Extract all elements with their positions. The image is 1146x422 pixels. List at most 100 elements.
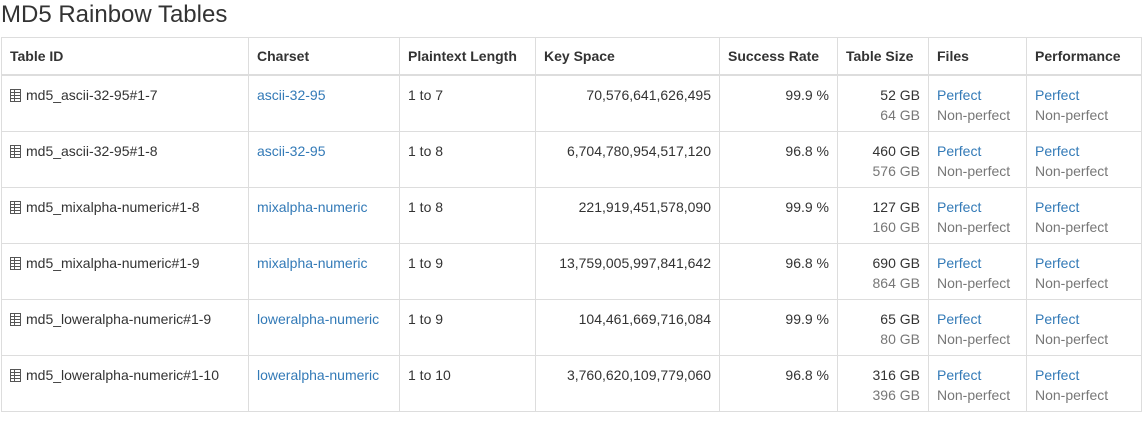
header-performance: Performance bbox=[1026, 37, 1142, 76]
key-space: 3,760,620,109,779,060 bbox=[535, 354, 720, 412]
page-title: MD5 Rainbow Tables bbox=[1, 1, 228, 28]
files-cell: Perfect Non-perfect bbox=[928, 242, 1027, 300]
key-space: 70,576,641,626,495 bbox=[535, 74, 720, 132]
size-nonperfect: 80 GB bbox=[880, 330, 920, 347]
charset-link[interactable]: loweralpha-numeric bbox=[257, 366, 380, 383]
table-row: md5_ascii-32-95#1-8 ascii-32-95 1 to 8 6… bbox=[1, 130, 1142, 188]
table-row: md5_loweralpha-numeric#1-10 loweralpha-n… bbox=[1, 354, 1142, 412]
files-perfect-link[interactable]: Perfect bbox=[937, 87, 982, 103]
files-perfect-link[interactable]: Perfect bbox=[937, 198, 982, 215]
files-perfect-link[interactable]: Perfect bbox=[937, 310, 982, 327]
files-cell: Perfect Non-perfect bbox=[928, 130, 1027, 188]
rainbow-tables-table: Table ID Charset Plaintext Length Key Sp… bbox=[1, 37, 1142, 412]
performance-cell: Perfect Non-perfect bbox=[1026, 242, 1142, 300]
size-perfect: 65 GB bbox=[880, 310, 920, 327]
database-table-icon bbox=[10, 89, 21, 102]
performance-nonperfect: Non-perfect bbox=[1035, 386, 1109, 403]
performance-perfect-link[interactable]: Perfect bbox=[1035, 366, 1080, 383]
files-perfect-link[interactable]: Perfect bbox=[937, 254, 982, 271]
success-rate: 99.9 % bbox=[719, 74, 838, 132]
performance-nonperfect: Non-perfect bbox=[1035, 330, 1109, 347]
size-nonperfect: 864 GB bbox=[872, 274, 920, 291]
performance-perfect-link[interactable]: Perfect bbox=[1035, 310, 1080, 327]
files-cell: Perfect Non-perfect bbox=[928, 354, 1027, 412]
size-nonperfect: 576 GB bbox=[872, 162, 920, 179]
table-id: md5_loweralpha-numeric#1-9 bbox=[26, 310, 212, 327]
header-key-space: Key Space bbox=[535, 37, 720, 76]
table-size-cell: 65 GB 80 GB bbox=[837, 298, 929, 356]
plaintext-length: 1 to 8 bbox=[399, 186, 536, 244]
success-rate: 99.9 % bbox=[719, 186, 838, 244]
success-rate: 96.8 % bbox=[719, 130, 838, 188]
table-size-cell: 460 GB 576 GB bbox=[837, 130, 929, 188]
success-rate: 96.8 % bbox=[719, 242, 838, 300]
table-id: md5_ascii-32-95#1-8 bbox=[26, 142, 158, 159]
table-row: md5_ascii-32-95#1-7 ascii-32-95 1 to 7 7… bbox=[1, 74, 1142, 132]
plaintext-length: 1 to 10 bbox=[399, 354, 536, 412]
performance-nonperfect: Non-perfect bbox=[1035, 162, 1109, 179]
size-nonperfect: 396 GB bbox=[872, 386, 920, 403]
table-size-cell: 52 GB 64 GB bbox=[837, 74, 929, 132]
table-id-cell: md5_mixalpha-numeric#1-9 bbox=[1, 242, 249, 300]
size-perfect: 127 GB bbox=[872, 198, 920, 215]
size-perfect: 460 GB bbox=[872, 142, 920, 159]
plaintext-length: 1 to 7 bbox=[399, 74, 536, 132]
header-success-rate: Success Rate bbox=[719, 37, 838, 76]
header-charset: Charset bbox=[248, 37, 400, 76]
files-cell: Perfect Non-perfect bbox=[928, 74, 1027, 132]
success-rate: 96.8 % bbox=[719, 354, 838, 412]
performance-perfect-link[interactable]: Perfect bbox=[1035, 142, 1080, 159]
charset-link[interactable]: ascii-32-95 bbox=[257, 87, 326, 103]
size-perfect: 690 GB bbox=[872, 254, 920, 271]
header-table-id: Table ID bbox=[1, 37, 249, 76]
files-nonperfect: Non-perfect bbox=[937, 218, 1011, 235]
success-rate: 99.9 % bbox=[719, 298, 838, 356]
size-perfect: 316 GB bbox=[872, 366, 920, 383]
charset-link[interactable]: ascii-32-95 bbox=[257, 142, 326, 159]
files-nonperfect: Non-perfect bbox=[937, 386, 1011, 403]
performance-perfect-link[interactable]: Perfect bbox=[1035, 198, 1080, 215]
charset-link[interactable]: loweralpha-numeric bbox=[257, 310, 380, 327]
files-nonperfect: Non-perfect bbox=[937, 162, 1011, 179]
database-table-icon bbox=[10, 256, 21, 270]
charset-link[interactable]: mixalpha-numeric bbox=[257, 254, 368, 271]
table-id-cell: md5_loweralpha-numeric#1-9 bbox=[1, 298, 249, 356]
table-id: md5_ascii-32-95#1-7 bbox=[26, 87, 158, 103]
table-size-cell: 316 GB 396 GB bbox=[837, 354, 929, 412]
performance-cell: Perfect Non-perfect bbox=[1026, 354, 1142, 412]
table-id-cell: md5_ascii-32-95#1-7 bbox=[1, 74, 249, 132]
charset-link[interactable]: mixalpha-numeric bbox=[257, 198, 368, 215]
table-id: md5_mixalpha-numeric#1-8 bbox=[26, 198, 200, 215]
key-space: 221,919,451,578,090 bbox=[535, 186, 720, 244]
size-nonperfect: 160 GB bbox=[872, 218, 920, 235]
performance-nonperfect: Non-perfect bbox=[1035, 107, 1109, 123]
header-files: Files bbox=[928, 37, 1027, 76]
table-header-row: Table ID Charset Plaintext Length Key Sp… bbox=[1, 37, 1142, 76]
performance-perfect-link[interactable]: Perfect bbox=[1035, 254, 1080, 271]
key-space: 6,704,780,954,517,120 bbox=[535, 130, 720, 188]
files-perfect-link[interactable]: Perfect bbox=[937, 142, 982, 159]
table-row: md5_mixalpha-numeric#1-8 mixalpha-numeri… bbox=[1, 186, 1142, 244]
database-table-icon bbox=[10, 200, 21, 214]
table-row: md5_mixalpha-numeric#1-9 mixalpha-numeri… bbox=[1, 242, 1142, 300]
performance-nonperfect: Non-perfect bbox=[1035, 274, 1109, 291]
files-nonperfect: Non-perfect bbox=[937, 274, 1011, 291]
plaintext-length: 1 to 9 bbox=[399, 298, 536, 356]
performance-perfect-link[interactable]: Perfect bbox=[1035, 87, 1080, 103]
files-perfect-link[interactable]: Perfect bbox=[937, 366, 982, 383]
database-table-icon bbox=[10, 312, 21, 326]
table-size-cell: 127 GB 160 GB bbox=[837, 186, 929, 244]
performance-cell: Perfect Non-perfect bbox=[1026, 74, 1142, 132]
files-cell: Perfect Non-perfect bbox=[928, 186, 1027, 244]
table-id-cell: md5_loweralpha-numeric#1-10 bbox=[1, 354, 249, 412]
table-id-cell: md5_ascii-32-95#1-8 bbox=[1, 130, 249, 188]
key-space: 104,461,669,716,084 bbox=[535, 298, 720, 356]
table-row: md5_loweralpha-numeric#1-9 loweralpha-nu… bbox=[1, 298, 1142, 356]
table-id-cell: md5_mixalpha-numeric#1-8 bbox=[1, 186, 249, 244]
files-nonperfect: Non-perfect bbox=[937, 107, 1011, 123]
header-table-size: Table Size bbox=[837, 37, 929, 76]
table-id: md5_loweralpha-numeric#1-10 bbox=[26, 366, 219, 383]
size-perfect: 52 GB bbox=[880, 87, 920, 103]
performance-cell: Perfect Non-perfect bbox=[1026, 130, 1142, 188]
files-nonperfect: Non-perfect bbox=[937, 330, 1011, 347]
